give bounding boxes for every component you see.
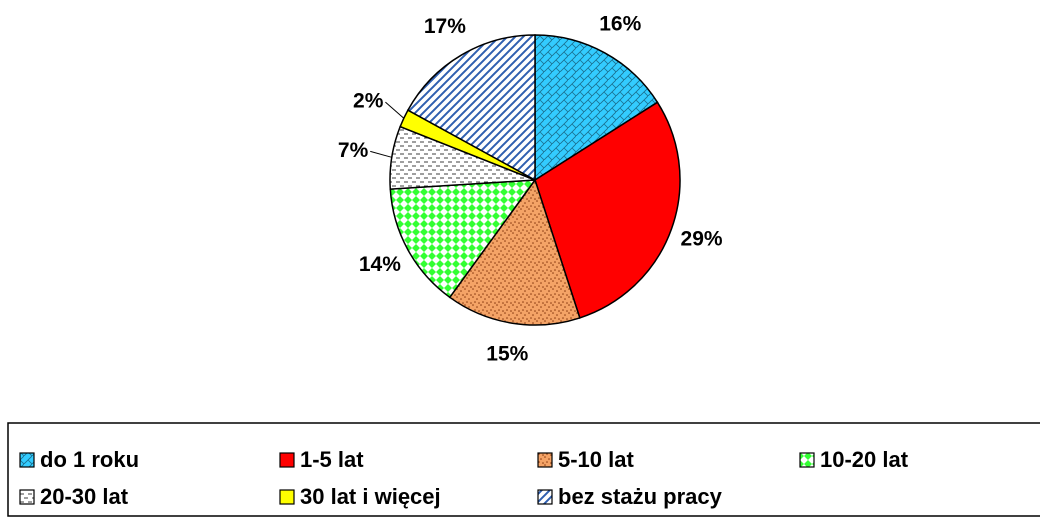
legend-label: 1-5 lat: [300, 447, 364, 472]
legend-swatch: [537, 452, 553, 468]
data-label: 29%: [681, 228, 723, 251]
leader-line: [385, 101, 405, 119]
legend-swatch: [279, 489, 295, 505]
data-label: 14%: [359, 253, 401, 276]
data-label: 16%: [599, 12, 641, 35]
legend-label: 30 lat i więcej: [300, 484, 441, 509]
pie-slice: [448, 178, 581, 326]
pie-slice: [534, 34, 659, 182]
legend-label: 20-30 lat: [40, 484, 129, 509]
legend-swatch: [799, 452, 815, 468]
pie-slice: [389, 179, 537, 299]
legend-swatch: [19, 489, 35, 505]
data-label: 7%: [338, 139, 369, 162]
legend-swatch: [279, 452, 295, 468]
data-label: 2%: [353, 90, 384, 113]
legend-label: bez stażu pracy: [558, 484, 723, 509]
pie-slice: [406, 34, 536, 182]
data-label: 17%: [424, 15, 466, 38]
legend-label: 10-20 lat: [820, 447, 909, 472]
legend-swatch: [19, 452, 35, 468]
pie-slice: [534, 101, 681, 319]
legend-swatch: [537, 489, 553, 505]
legend-label: 5-10 lat: [558, 447, 634, 472]
legend-label: do 1 roku: [40, 447, 139, 472]
leader-line: [370, 150, 392, 158]
legend-box: [7, 422, 1040, 517]
data-label: 15%: [486, 342, 528, 365]
